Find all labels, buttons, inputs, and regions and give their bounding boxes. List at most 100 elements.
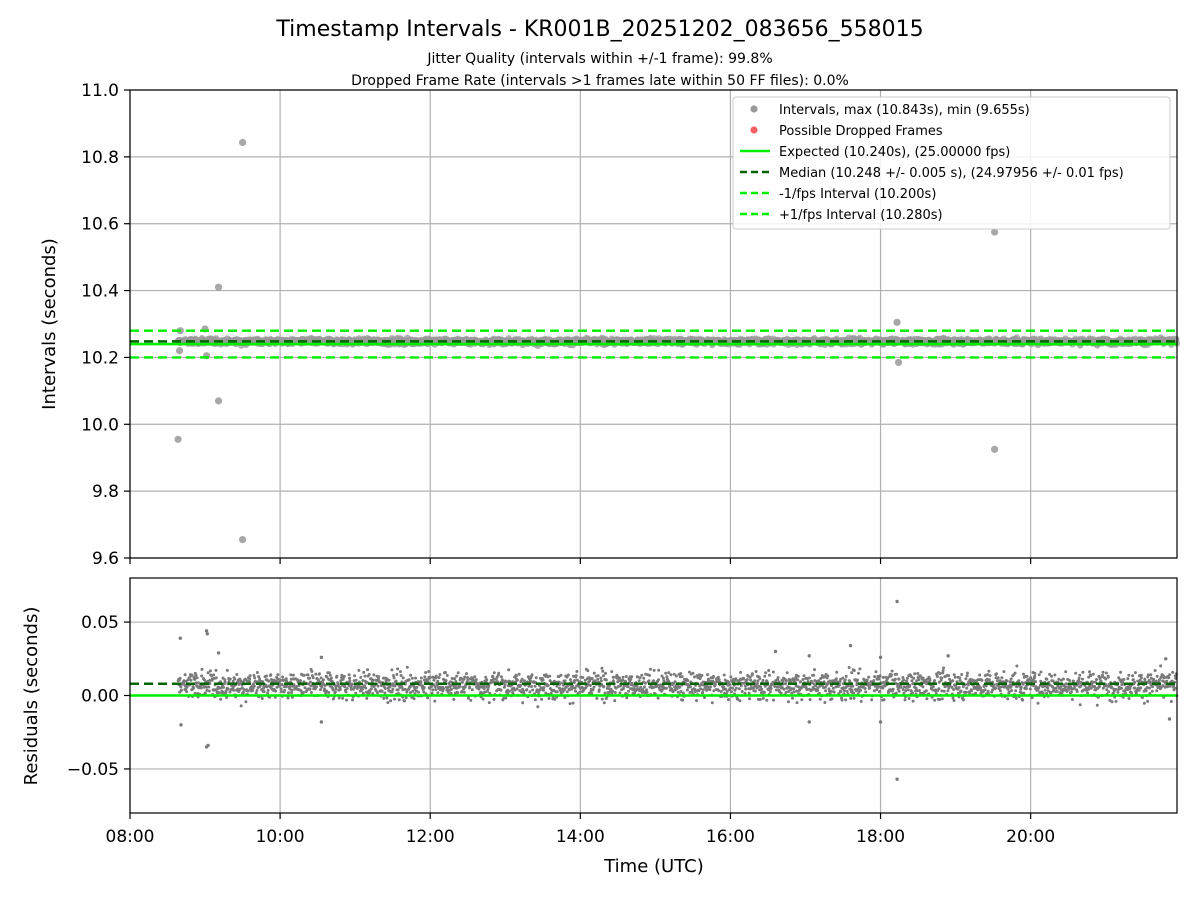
residual-point (859, 699, 863, 703)
residual-point (371, 678, 375, 682)
residual-point (354, 678, 358, 682)
residual-point (503, 683, 507, 687)
residual-point (290, 688, 294, 692)
residual-point (743, 684, 747, 688)
residual-point (801, 678, 805, 681)
residual-point (283, 688, 287, 692)
residual-point (189, 678, 193, 682)
residual-point (940, 676, 944, 680)
residual-point (1009, 677, 1013, 681)
residual-point (765, 698, 769, 702)
residual-point (739, 670, 743, 674)
residual-point (731, 686, 734, 690)
residual-point (460, 680, 464, 684)
residual-point (299, 679, 302, 683)
legend-label: Possible Dropped Frames (779, 124, 943, 139)
residual-point (366, 668, 370, 672)
residual-point (407, 678, 411, 682)
residual-point (753, 679, 757, 683)
residuals-panel: −0.050.000.05 08:00 10:00 12:00 14:00 16:00 1… (21, 577, 1179, 877)
residual-point (965, 674, 969, 678)
residual-point (377, 675, 381, 679)
residual-point (604, 671, 607, 675)
residual-point (664, 671, 668, 675)
residual-point (214, 676, 218, 680)
residual-point (864, 690, 868, 694)
residual-point (611, 675, 615, 679)
residual-point (481, 697, 485, 701)
residual-point (517, 672, 521, 676)
residual-point (792, 690, 796, 694)
residual-point (799, 680, 802, 684)
residual-point (669, 673, 673, 677)
residual-point (1043, 688, 1047, 692)
residual-point (842, 689, 846, 693)
residual-point (859, 688, 862, 692)
residual-point (843, 678, 847, 682)
residual-point (953, 675, 957, 679)
residual-point (891, 687, 895, 691)
residual-point (1002, 670, 1006, 674)
residual-point (938, 698, 942, 701)
residual-point (530, 673, 534, 677)
residual-point (728, 683, 732, 687)
residual-point (758, 677, 762, 680)
residual-point (957, 686, 961, 689)
residual-point (376, 691, 379, 695)
residual-point (705, 687, 709, 691)
residual-point (717, 678, 721, 682)
residual-point (600, 666, 604, 670)
residual-point (734, 686, 738, 690)
residual-point (348, 679, 352, 683)
residual-point (178, 676, 182, 680)
residual-point (676, 690, 680, 694)
residual-point (286, 696, 290, 700)
residual-point (499, 688, 503, 692)
residual-point (242, 688, 246, 691)
residual-point (533, 684, 537, 688)
residual-point (200, 667, 204, 671)
residual-point (419, 680, 423, 684)
residual-point (1025, 674, 1029, 678)
residual-point (519, 683, 522, 687)
residual-point (966, 671, 969, 675)
residual-point (903, 698, 907, 702)
residual-point (183, 673, 187, 677)
residual-point (414, 676, 418, 680)
residual-point (422, 686, 426, 690)
residual-point (1053, 673, 1057, 677)
residual-point (680, 675, 684, 679)
residual-point (410, 676, 414, 680)
residual-point (852, 669, 856, 672)
residual-point (933, 679, 936, 683)
residual-point (962, 698, 965, 702)
residual-point (424, 671, 428, 674)
residual-point (452, 697, 456, 701)
chart-subtitle-dropped: Dropped Frame Rate (intervals >1 frames … (351, 73, 849, 89)
residual-point (686, 679, 690, 682)
residual-point (310, 670, 314, 673)
interval-outlier-point (894, 358, 903, 367)
residual-point (223, 680, 227, 684)
residual-point (851, 684, 855, 688)
residual-point (463, 675, 467, 679)
residual-point (983, 688, 987, 692)
residual-point (952, 699, 956, 702)
residual-point (596, 677, 600, 681)
residual-point (192, 686, 196, 690)
residual-point (602, 674, 605, 678)
residual-point (960, 673, 964, 676)
residual-point (359, 675, 363, 679)
residual-point (678, 685, 682, 689)
residual-point (870, 698, 874, 702)
residual-point (1046, 686, 1050, 690)
residual-point (959, 689, 963, 693)
residual-point (431, 688, 435, 692)
residual-point (986, 689, 990, 693)
residual-point (899, 685, 903, 689)
chart-title: Timestamp Intervals - KR001B_20251202_08… (275, 17, 923, 42)
residual-point (878, 674, 882, 678)
residual-point (901, 688, 905, 691)
residual-point (907, 697, 911, 700)
residual-point (473, 675, 477, 679)
